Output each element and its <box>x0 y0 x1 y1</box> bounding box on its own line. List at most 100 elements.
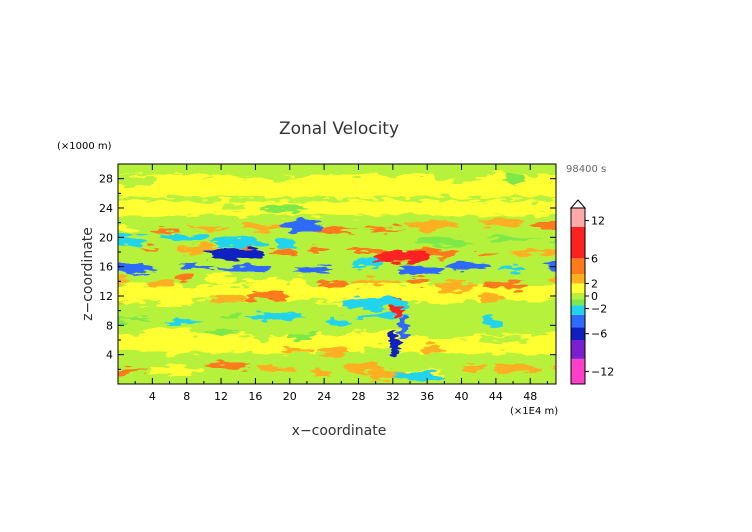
field-cell <box>280 348 317 353</box>
colorbar-segment <box>571 208 585 227</box>
colorbar-segment <box>571 274 585 284</box>
colorbar-segment <box>571 327 585 340</box>
y-tick-label: 16 <box>99 261 113 274</box>
field-cell <box>316 242 349 247</box>
field-cell <box>512 204 556 210</box>
field-cell <box>331 177 376 184</box>
field-cell <box>529 220 556 231</box>
field-cell <box>171 203 214 213</box>
field-cell <box>510 249 556 256</box>
field-cell <box>253 344 279 352</box>
field-cell <box>147 279 174 289</box>
field-feature <box>281 220 325 233</box>
field-cell <box>258 205 309 213</box>
field-feature <box>203 247 264 260</box>
field-band <box>118 200 556 216</box>
x-ticks: 4 8 12 16 20 24 28 32 36 40 44 48 <box>134 164 548 403</box>
field-cell <box>352 278 402 287</box>
field-cell <box>188 226 230 232</box>
colorbar-overflow-triangle <box>569 199 587 209</box>
field-cell <box>482 281 529 290</box>
field-cell <box>235 174 294 181</box>
field-cell <box>500 265 524 271</box>
field-cell <box>503 174 526 185</box>
colorbar-tick-label: −12 <box>591 365 614 378</box>
field-cell <box>326 319 352 325</box>
field-cell <box>482 316 501 328</box>
field-cell <box>383 207 442 215</box>
field-cell <box>320 337 345 342</box>
time-label: 98400 s <box>566 164 606 175</box>
field-feature <box>246 290 290 302</box>
colorbar-segment <box>571 314 585 328</box>
field-cell <box>504 310 533 320</box>
field-cell <box>424 310 467 322</box>
field-cell <box>548 277 556 285</box>
colorbar-segment <box>571 226 585 259</box>
field-cell <box>158 233 209 241</box>
field-cell <box>548 330 556 337</box>
colorbar-segment <box>571 299 585 306</box>
field-cell <box>149 226 180 234</box>
colorbar-segment <box>571 283 585 293</box>
field-cell <box>318 346 350 356</box>
colorbar-segment <box>571 292 585 300</box>
field-cell <box>243 277 288 286</box>
field-cell <box>150 366 201 376</box>
field-cell <box>343 363 385 373</box>
field-cell <box>118 368 146 374</box>
x-tick-label: 8 <box>183 390 190 403</box>
field-cell <box>433 171 487 182</box>
x-tick-label: 12 <box>214 390 228 403</box>
x-tick-label: 28 <box>351 390 365 403</box>
field-feature <box>398 315 408 338</box>
x-unit-label: (×1E4 m) <box>510 406 558 417</box>
field-band <box>118 175 556 197</box>
field-cell <box>210 295 248 302</box>
y-axis-label: z−coordinate <box>80 227 96 321</box>
colorbar-tick-label: −2 <box>591 303 607 316</box>
field-cell <box>508 345 556 356</box>
field-cell <box>480 219 524 228</box>
field-cell <box>417 331 473 339</box>
chart-title: Zonal Velocity <box>279 119 399 139</box>
field-cell <box>479 292 506 302</box>
field-cell <box>541 259 556 268</box>
colorbar: 12 6 20−2 −6 −12 <box>569 199 614 385</box>
x-tick-label: 32 <box>386 390 400 403</box>
colorbar-tick-label: 12 <box>591 215 605 228</box>
field-feature <box>392 372 445 382</box>
field-cell <box>410 293 466 305</box>
x-tick-label: 16 <box>248 390 262 403</box>
colorbar-tick-label: 2 <box>591 277 598 290</box>
field-cell <box>154 344 189 352</box>
x-tick-label: 48 <box>523 390 537 403</box>
field-cell <box>175 175 229 185</box>
y-ticks: 4 8 12 16 20 24 28 <box>99 173 556 370</box>
field-cell <box>212 237 270 247</box>
y-unit-label: (×1000 m) <box>57 141 112 152</box>
field-cell <box>286 333 319 340</box>
field-cell <box>137 246 160 252</box>
field-cell <box>165 319 204 324</box>
field-cell <box>136 328 196 339</box>
field-cell <box>291 267 335 274</box>
field-cell <box>118 175 155 186</box>
x-tick-label: 36 <box>420 390 434 403</box>
field-cell <box>422 344 444 353</box>
field-cell <box>434 280 477 291</box>
field-cell <box>408 276 431 286</box>
field-cell <box>118 336 135 341</box>
field-cell <box>492 364 543 373</box>
field-cell <box>221 204 245 211</box>
field-cell <box>123 299 146 307</box>
field-cell <box>118 275 132 285</box>
colorbar-tick-label: −6 <box>591 328 607 341</box>
field-cell <box>363 226 403 232</box>
field-cell <box>118 246 121 253</box>
x-tick-label: 44 <box>489 390 503 403</box>
field-cell <box>391 174 425 181</box>
field-cell <box>258 365 295 372</box>
y-tick-label: 20 <box>99 231 113 244</box>
